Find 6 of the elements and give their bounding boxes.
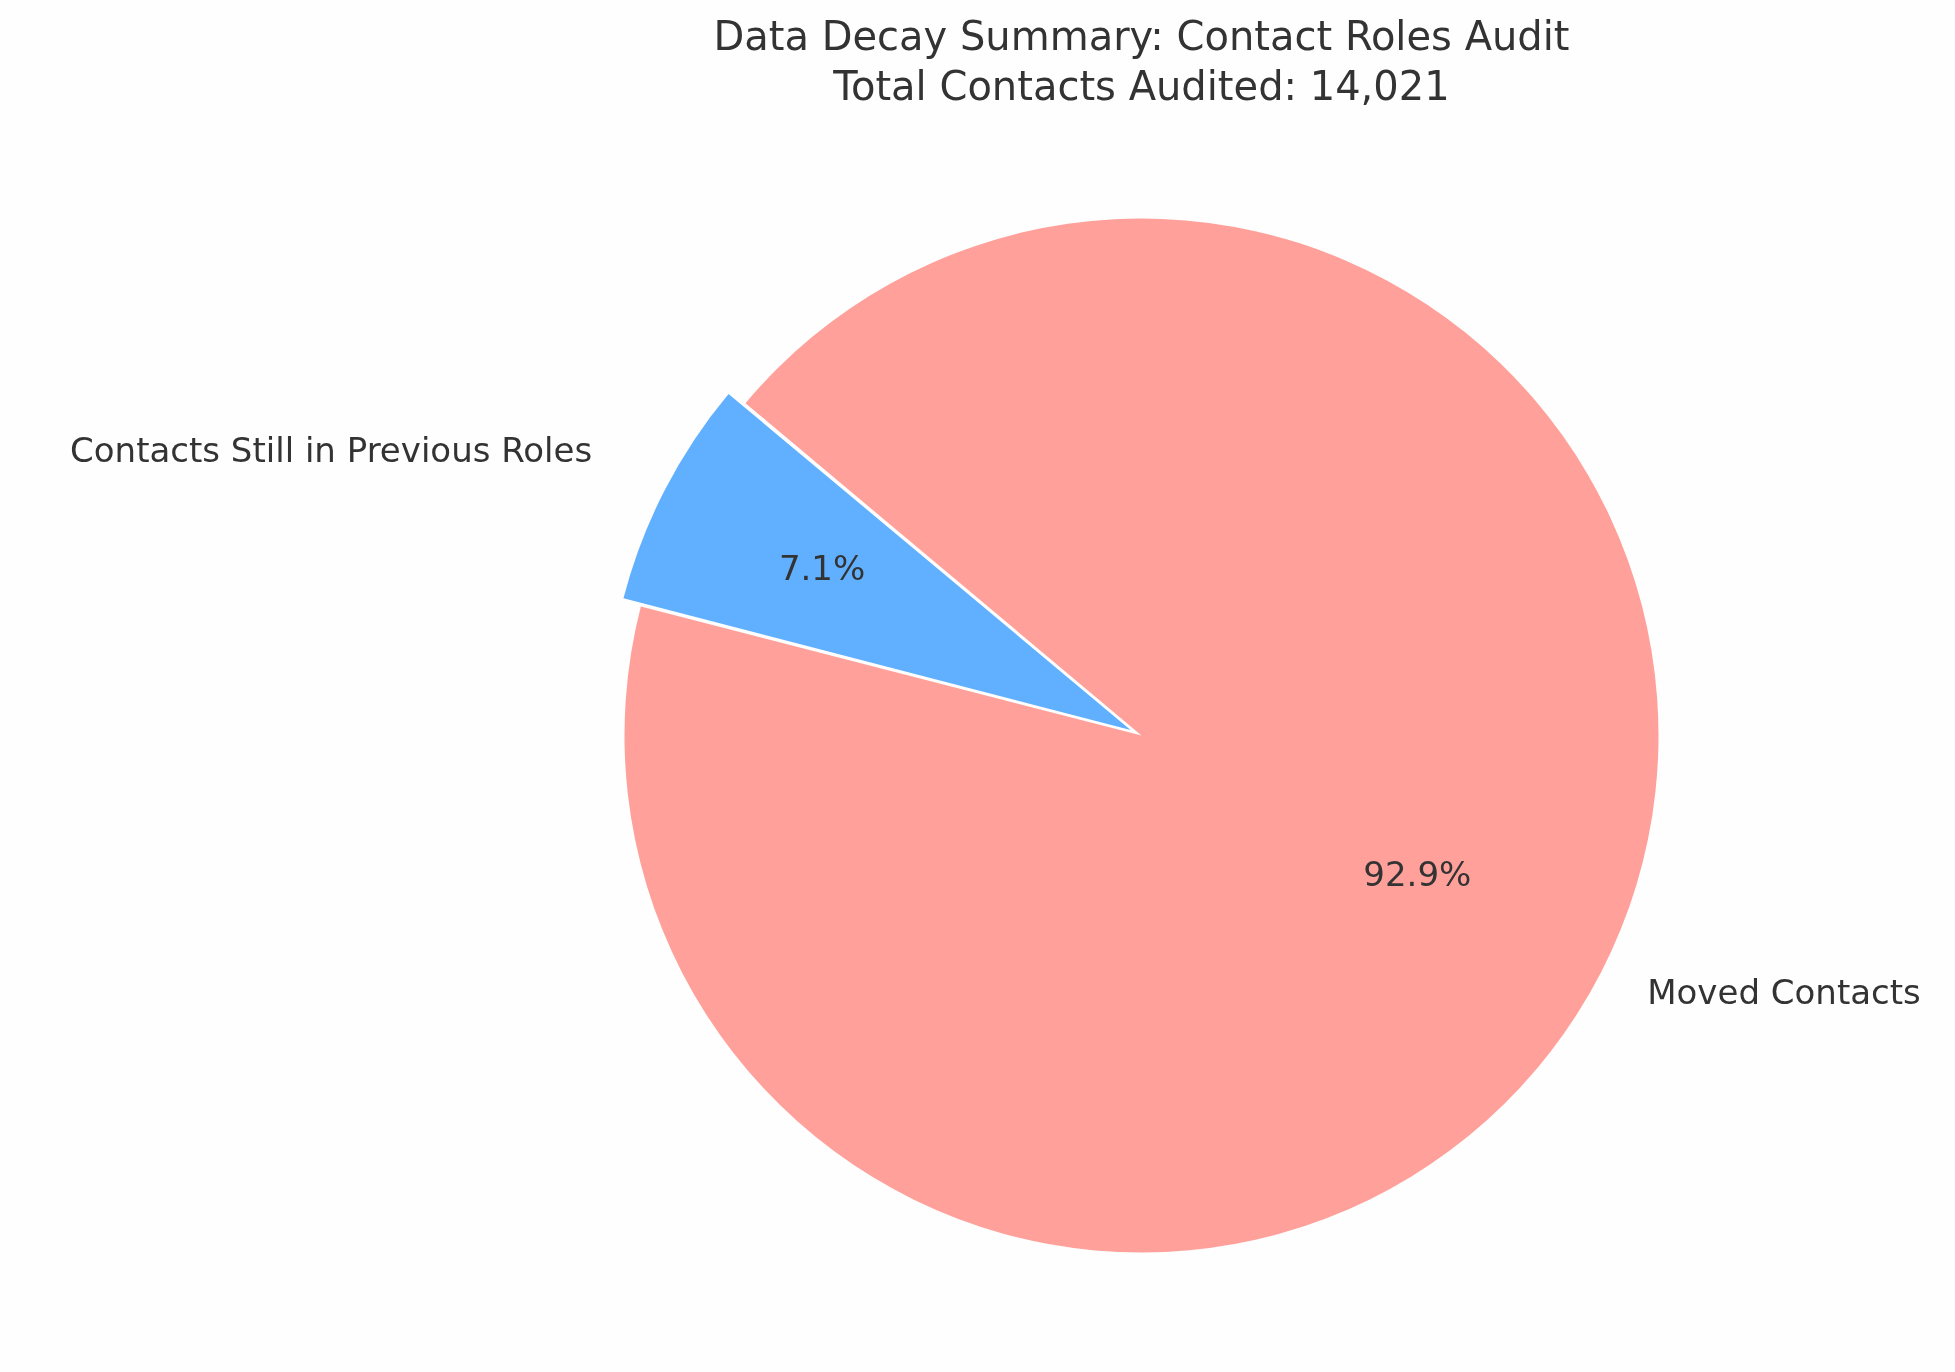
slice-label: Contacts Still in Previous Roles	[70, 429, 593, 470]
data-label: 7.1%	[778, 548, 866, 589]
chart-title: Data Decay Summary: Contact Roles Audit	[713, 13, 1570, 60]
slice-label: Moved Contacts	[1647, 972, 1921, 1013]
chart-subtitle: Total Contacts Audited: 14,021	[832, 63, 1450, 110]
data-label: 92.9%	[1363, 854, 1472, 895]
